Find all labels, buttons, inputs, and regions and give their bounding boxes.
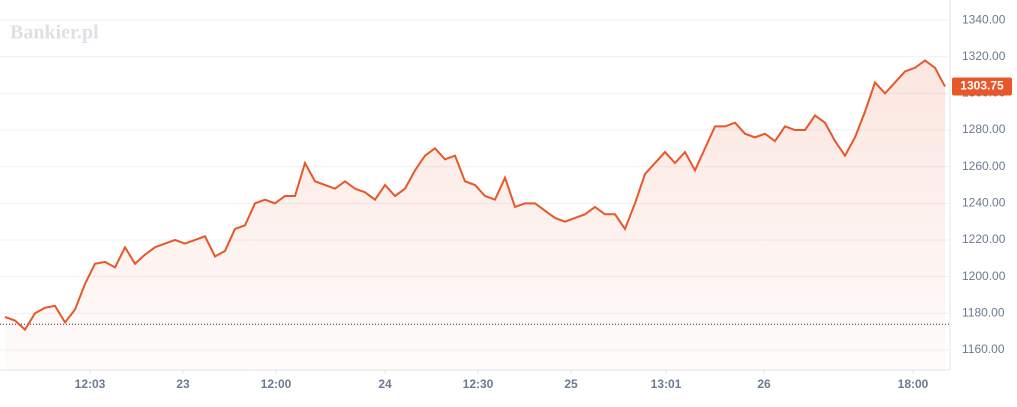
y-tick-label: 1220.00 — [962, 232, 1006, 246]
x-tick-label: 18:00 — [898, 377, 929, 391]
x-tick-label: 26 — [757, 377, 771, 391]
x-tick-label: 13:01 — [651, 377, 682, 391]
price-line — [4, 59, 946, 332]
y-tick-label: 1180.00 — [962, 305, 1005, 319]
y-tick-label: 1340.00 — [962, 12, 1006, 26]
last-price-label: 1303.75 — [960, 79, 1004, 93]
x-tick-label: 25 — [564, 377, 578, 391]
x-tick-label: 24 — [378, 377, 392, 391]
x-tick-label: 12:00 — [261, 377, 292, 391]
x-tick-label: 12:30 — [463, 377, 494, 391]
y-tick-label: 1260.00 — [962, 159, 1006, 173]
area — [5, 60, 945, 370]
x-tick-label: 12:03 — [75, 377, 106, 391]
y-tick-label: 1320.00 — [962, 49, 1006, 63]
watermark: Bankier.pl — [10, 22, 99, 44]
x-tick-label: 23 — [176, 377, 190, 391]
y-tick-label: 1160.00 — [962, 342, 1005, 356]
y-tick-label: 1200.00 — [962, 269, 1006, 283]
y-tick-label: 1240.00 — [962, 195, 1006, 209]
y-tick-label: 1280.00 — [962, 122, 1006, 136]
last-price-badge — [952, 77, 1012, 96]
